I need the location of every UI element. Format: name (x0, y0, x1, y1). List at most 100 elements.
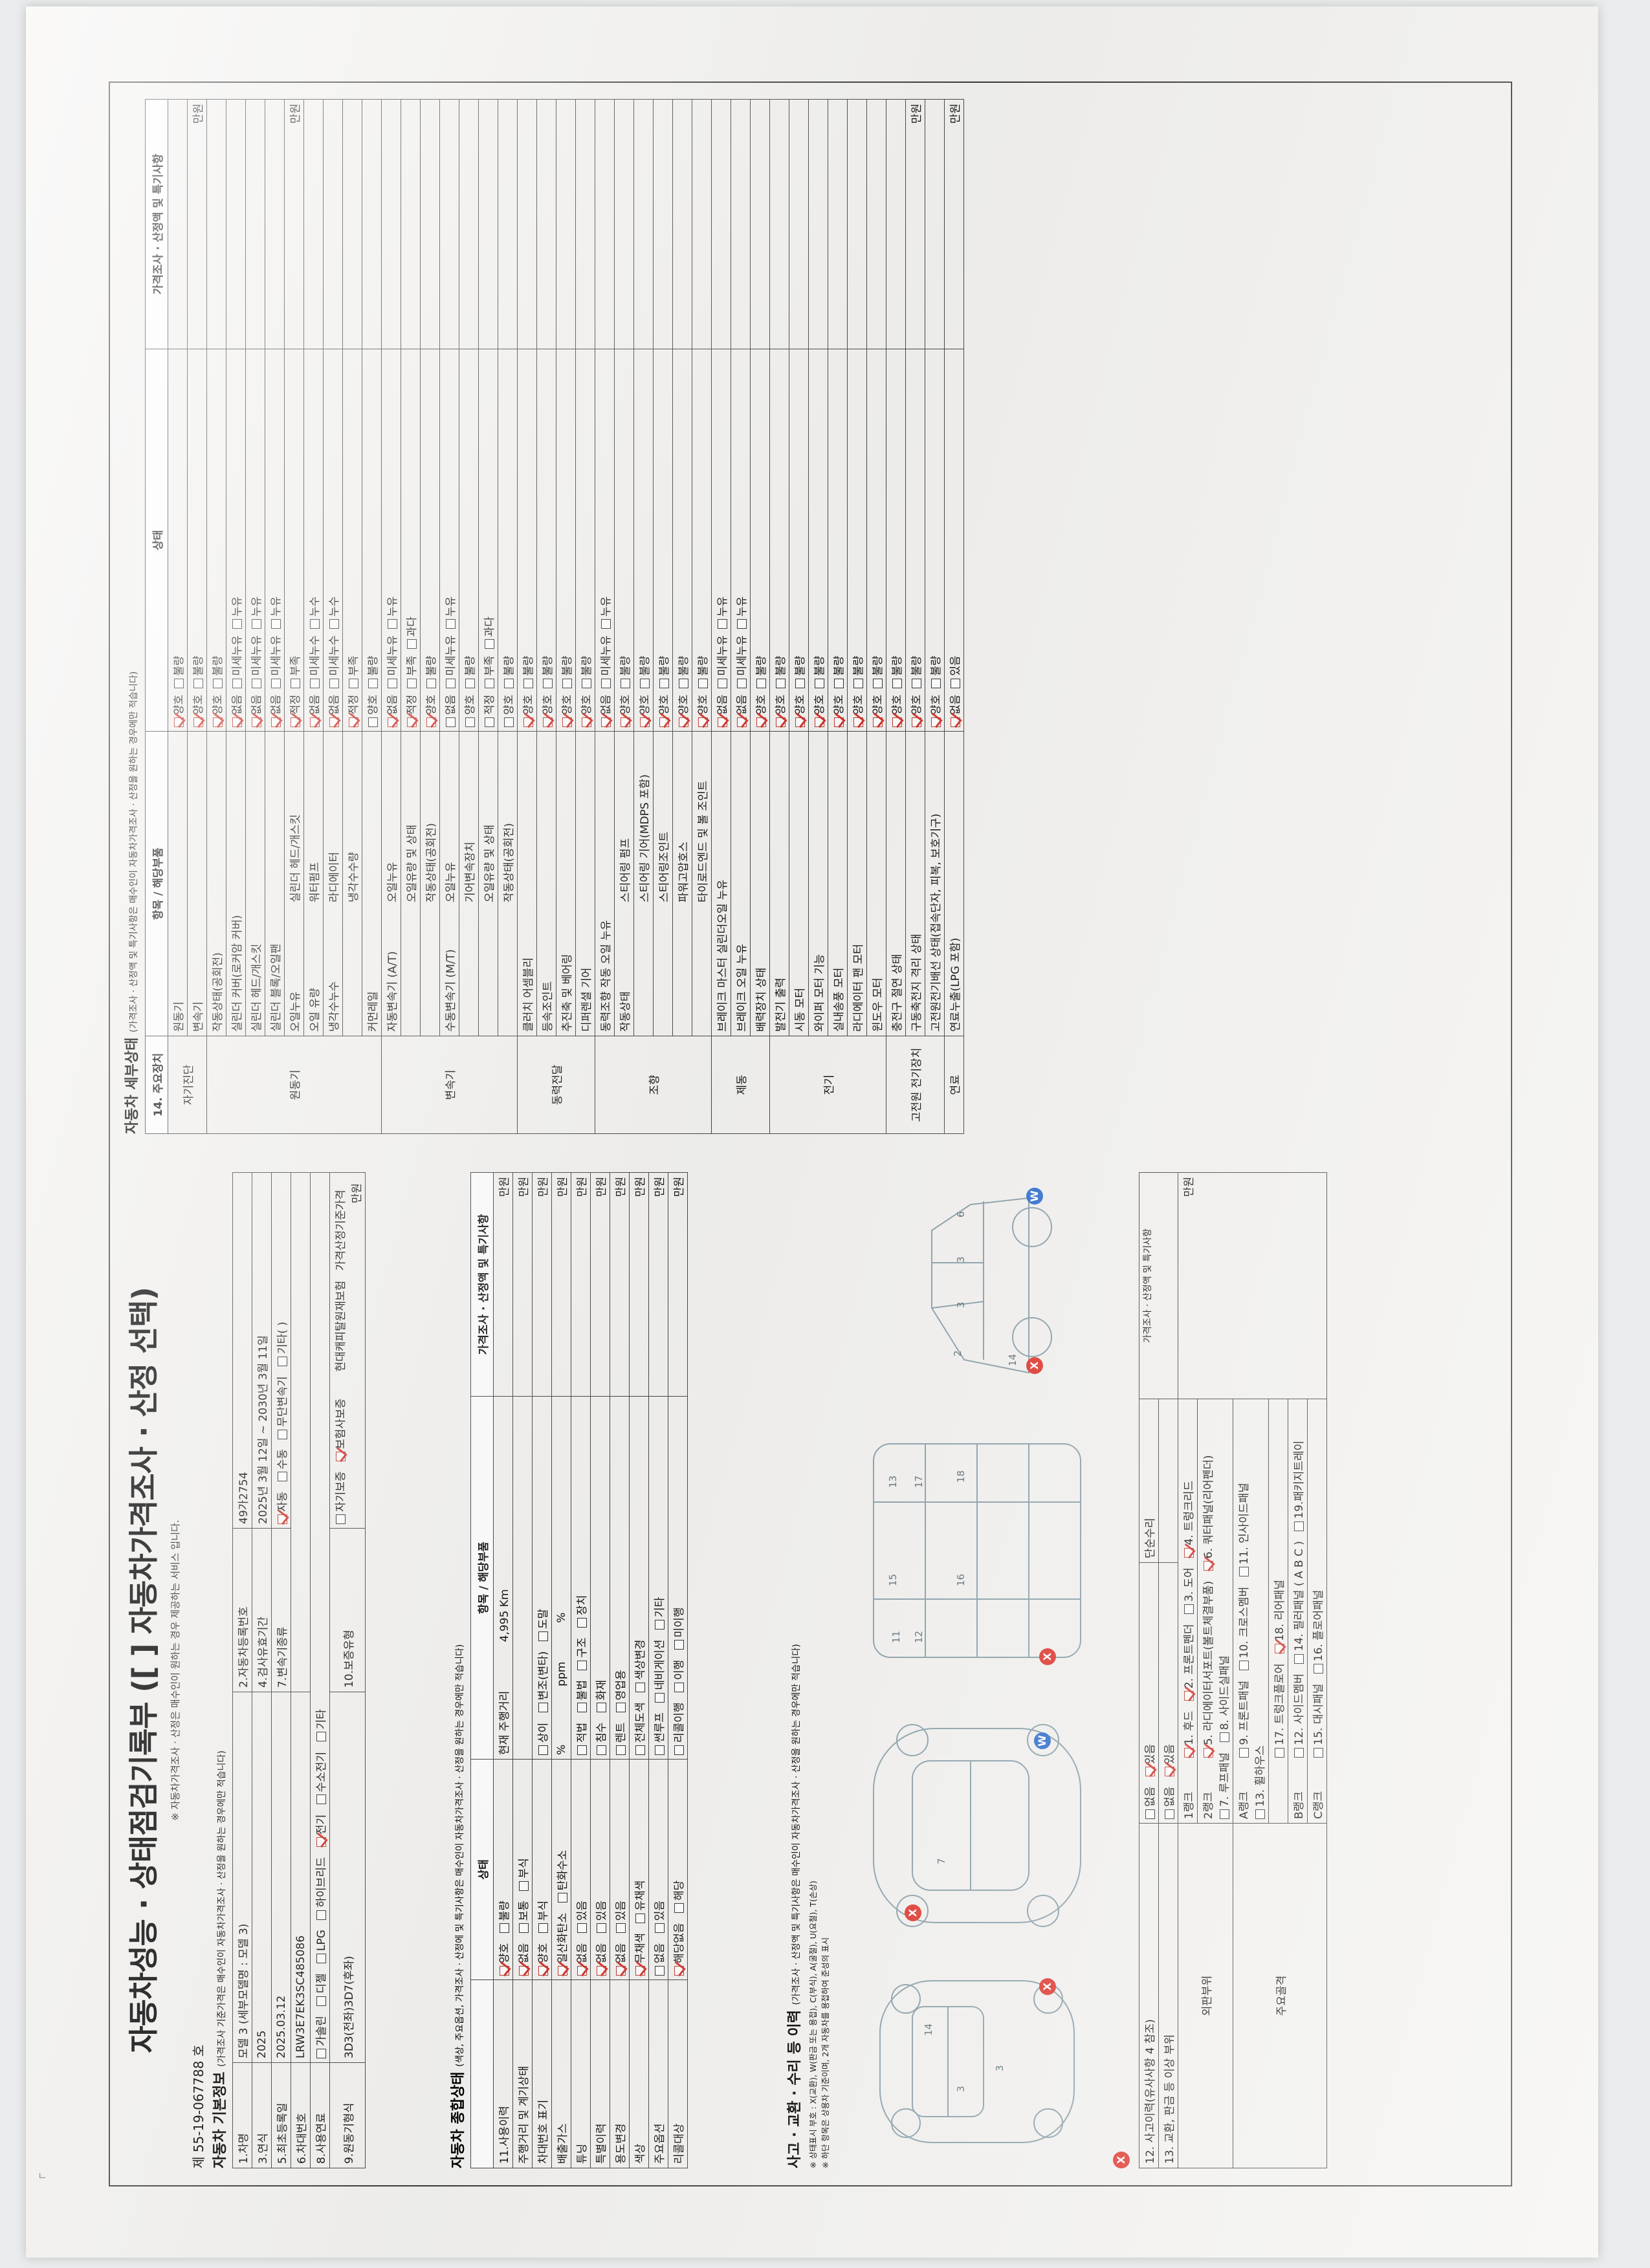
opt-누수[interactable]: 누수 (305, 596, 322, 629)
opt-양호[interactable]: 양호 (674, 695, 690, 727)
opt-corrosion[interactable]: 부식 (534, 1901, 550, 1934)
opt-양호[interactable]: 양호 (752, 695, 768, 727)
trans-opt-cvt[interactable]: 무단변속기 (273, 1376, 289, 1439)
opt-부족[interactable]: 부족 (286, 655, 302, 688)
opt-불량[interactable]: 불량 (771, 655, 787, 688)
opt-불량[interactable]: 불량 (655, 655, 671, 688)
opt-없음[interactable]: 없음 (305, 695, 322, 727)
opt-양호[interactable]: 양호 (538, 695, 555, 727)
opt-불량[interactable]: 불량 (810, 655, 826, 688)
opt-recall-done[interactable]: 리콜이행 (670, 1702, 686, 1755)
opt-부족[interactable]: 부족 (402, 655, 419, 688)
opt-chromatic[interactable]: 유채색 (631, 1881, 647, 1923)
opt-누수[interactable]: 누수 (325, 596, 341, 629)
opt-적정[interactable]: 적정 (402, 695, 419, 727)
opt-누유[interactable]: 누유 (267, 596, 283, 629)
part-rear-panel[interactable]: 18. 리어패널 (1270, 1580, 1286, 1653)
opt-양호[interactable]: 양호 (927, 695, 943, 727)
part-radiator-support[interactable]: 5. 라디에이터서포트(볼트체결부품) (1199, 1581, 1215, 1758)
opt-없음[interactable]: 없음 (267, 695, 283, 727)
opt-color-change[interactable]: 색상변경 (631, 1639, 647, 1693)
opt-불량[interactable]: 불량 (927, 655, 943, 688)
part-side-sill[interactable]: 8. 사이드실패널 (1215, 1655, 1231, 1743)
fuel-opt-hydrogen[interactable]: 수소전기 (312, 1752, 328, 1805)
opt-불량[interactable]: 불량 (888, 655, 904, 688)
opt-없음[interactable]: 없음 (325, 695, 341, 727)
opt-불량[interactable]: 불량 (208, 655, 225, 688)
opt-양호[interactable]: 양호 (888, 695, 904, 727)
opt-rent[interactable]: 렌트 (611, 1723, 628, 1755)
opt-미세누유[interactable]: 미세누유 (267, 635, 283, 688)
warranty-opt-insurer[interactable]: 보험사보증 (331, 1399, 347, 1462)
part-package-tray[interactable]: 19.패키지트레이 (1290, 1441, 1306, 1531)
opt-불량[interactable]: 불량 (752, 655, 768, 688)
opt-과다[interactable]: 과다 (402, 616, 419, 649)
fuel-opt-gasoline[interactable]: 가솔린 (312, 2016, 328, 2058)
opt-applicable[interactable]: 해당 (670, 1881, 686, 1914)
part-inside-panel[interactable]: 11. 인사이드패널 (1235, 1483, 1251, 1577)
fuel-opt-other[interactable]: 기타 (312, 1709, 328, 1742)
opt-achromatic[interactable]: 무채색 (631, 1933, 647, 1976)
opt-flood[interactable]: 침수 (592, 1723, 608, 1755)
opt-양호[interactable]: 양호 (558, 695, 574, 727)
part-dash-panel[interactable]: 15. 대시패널 (1309, 1684, 1325, 1758)
opt-불량[interactable]: 불량 (461, 655, 477, 688)
opt-exists[interactable]: 있음 (1160, 1744, 1176, 1777)
opt-not-done[interactable]: 미이행 (670, 1607, 686, 1650)
opt-없음[interactable]: 없음 (713, 695, 729, 727)
opt-누유[interactable]: 누유 (228, 596, 244, 629)
part-quarter-panel[interactable]: 6. 쿼터패널(리어펜더) (1199, 1455, 1215, 1571)
opt-양호[interactable]: 양호 (791, 695, 807, 727)
opt-bad[interactable]: 불량 (495, 1901, 511, 1934)
opt-none[interactable]: 없음 (1141, 1787, 1157, 1819)
opt-corrosion[interactable]: 부식 (514, 1858, 531, 1891)
opt-불량[interactable]: 불량 (170, 655, 186, 688)
part-hood[interactable]: 1. 후드 (1180, 1711, 1196, 1758)
part-wheel-house[interactable]: 13. 휠하우스 (1251, 1745, 1267, 1819)
part-front-fender[interactable]: 2. 프론트펜더 (1180, 1624, 1196, 1701)
opt-none[interactable]: 없음 (592, 1943, 608, 1976)
part-floor-panel[interactable]: 16. 플로어패널 (1309, 1590, 1325, 1674)
opt-co[interactable]: 일산화탄소 (553, 1913, 569, 1976)
opt-양호[interactable]: 양호 (422, 695, 438, 727)
opt-none[interactable]: 없음 (514, 1943, 531, 1976)
opt-불량[interactable]: 불량 (635, 655, 652, 688)
opt-양호[interactable]: 양호 (208, 695, 225, 727)
opt-미세누유[interactable]: 미세누유 (228, 635, 244, 688)
opt-없음[interactable]: 없음 (441, 695, 457, 727)
opt-부족[interactable]: 부족 (344, 655, 360, 688)
warranty-opt-self[interactable]: 자기보증 (331, 1471, 347, 1524)
opt-illegal[interactable]: 불법 (573, 1680, 589, 1713)
opt-누유[interactable]: 누유 (597, 596, 613, 629)
opt-양호[interactable]: 양호 (635, 695, 652, 727)
opt-good[interactable]: 양호 (495, 1943, 511, 1976)
fuel-opt-diesel[interactable]: 디젤 (312, 1973, 328, 2006)
opt-누유[interactable]: 누유 (732, 596, 749, 629)
opt-미세누유[interactable]: 미세누유 (713, 635, 729, 688)
opt-미세누유[interactable]: 미세누유 (732, 635, 749, 688)
opt-양호[interactable]: 양호 (771, 695, 787, 727)
opt-없음[interactable]: 없음 (228, 695, 244, 727)
opt-full-paint[interactable]: 전체도색 (631, 1702, 647, 1755)
opt-양호[interactable]: 양호 (170, 695, 186, 727)
opt-business[interactable]: 영업용 (611, 1670, 628, 1713)
opt-적정[interactable]: 적정 (344, 695, 360, 727)
opt-normal[interactable]: 보통 (514, 1901, 531, 1934)
opt-legal[interactable]: 적법 (573, 1723, 589, 1755)
opt-sunroof[interactable]: 썬루프 (650, 1712, 666, 1755)
opt-과다[interactable]: 과다 (480, 616, 496, 649)
opt-부족[interactable]: 부족 (480, 655, 496, 688)
opt-양호[interactable]: 양호 (577, 695, 593, 727)
opt-불량[interactable]: 불량 (694, 655, 710, 688)
opt-없음[interactable]: 없음 (247, 695, 263, 727)
opt-done[interactable]: 이행 (670, 1660, 686, 1693)
opt-not-applicable[interactable]: 해당없음 (670, 1923, 686, 1976)
opt-양호[interactable]: 양호 (616, 695, 632, 727)
opt-누유[interactable]: 누유 (247, 596, 263, 629)
opt-diff[interactable]: 상이 (534, 1723, 550, 1755)
opt-none[interactable]: 없음 (650, 1943, 666, 1976)
opt-양호[interactable]: 양호 (519, 695, 535, 727)
opt-누유[interactable]: 누유 (713, 596, 729, 629)
opt-미세누유[interactable]: 미세누유 (247, 635, 263, 688)
opt-none[interactable]: 없음 (611, 1943, 628, 1976)
